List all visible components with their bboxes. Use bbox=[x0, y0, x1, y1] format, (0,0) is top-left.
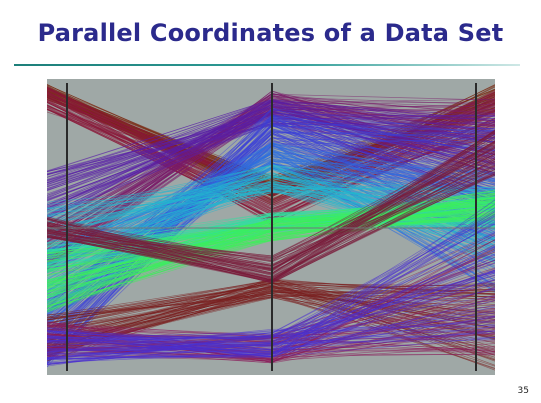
slide-title: Parallel Coordinates of a Data Set bbox=[37, 19, 504, 47]
page-number: 35 bbox=[517, 386, 529, 396]
parallel-coordinates-plot bbox=[47, 79, 495, 375]
title-underline bbox=[14, 64, 520, 66]
